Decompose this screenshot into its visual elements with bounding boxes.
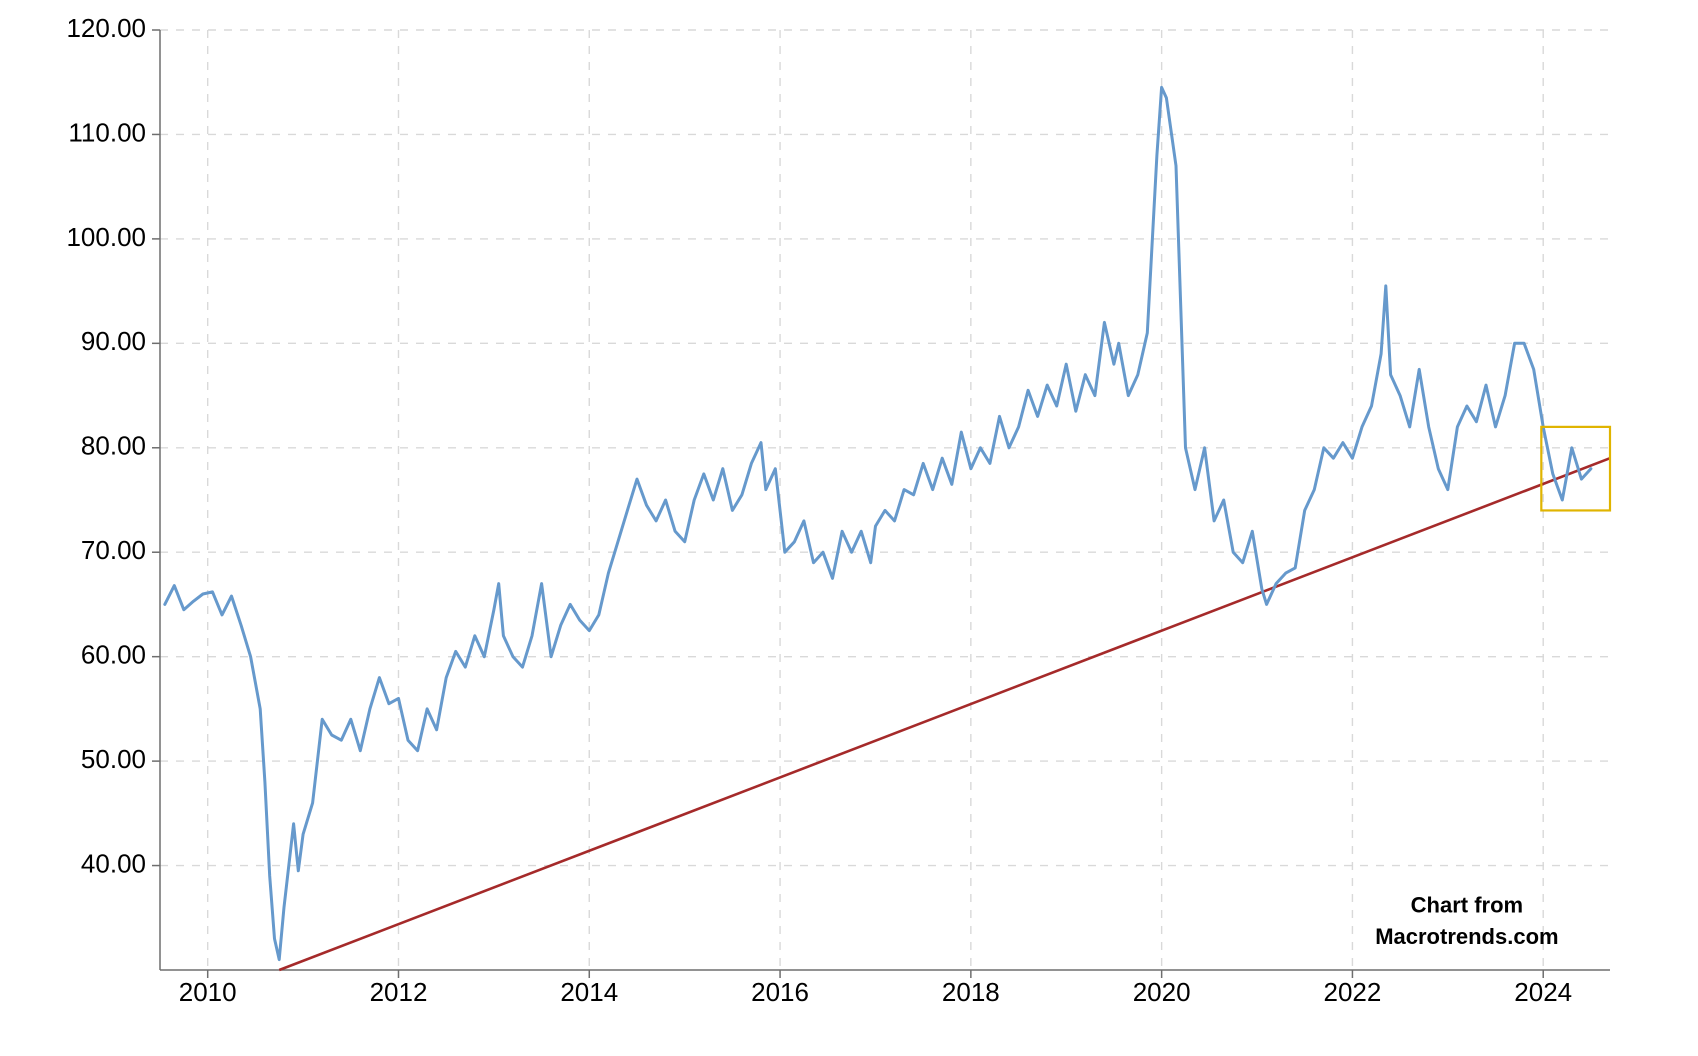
y-tick-label: 40.00 bbox=[81, 848, 146, 878]
y-tick-label: 60.00 bbox=[81, 640, 146, 670]
x-tick-label: 2012 bbox=[370, 977, 428, 1007]
x-tick-label: 2020 bbox=[1133, 977, 1191, 1007]
y-tick-label: 110.00 bbox=[68, 117, 146, 147]
x-tick-label: 2010 bbox=[179, 977, 237, 1007]
line-chart: 40.00 50.00 60.00 70.00 80.00 90.00 100.00 110.… bbox=[0, 0, 1698, 1056]
x-tick-label: 2018 bbox=[942, 977, 1000, 1007]
attribution-line-1: Chart from bbox=[1411, 893, 1523, 918]
y-tick-label: 70.00 bbox=[81, 535, 146, 565]
y-tick-label: 90.00 bbox=[81, 326, 146, 356]
y-tick-label: 80.00 bbox=[81, 431, 146, 461]
y-tick-label: 100.00 bbox=[66, 222, 146, 252]
y-tick-label: 50.00 bbox=[81, 744, 146, 774]
x-tick-label: 2022 bbox=[1324, 977, 1382, 1007]
price-series bbox=[165, 87, 1591, 959]
y-tick-label: 120.00 bbox=[66, 13, 146, 43]
x-tick-label: 2024 bbox=[1514, 977, 1572, 1007]
attribution-line-2: Macrotrends.com bbox=[1375, 924, 1558, 949]
x-tick-label: 2014 bbox=[560, 977, 618, 1007]
x-tick-label: 2016 bbox=[751, 977, 809, 1007]
